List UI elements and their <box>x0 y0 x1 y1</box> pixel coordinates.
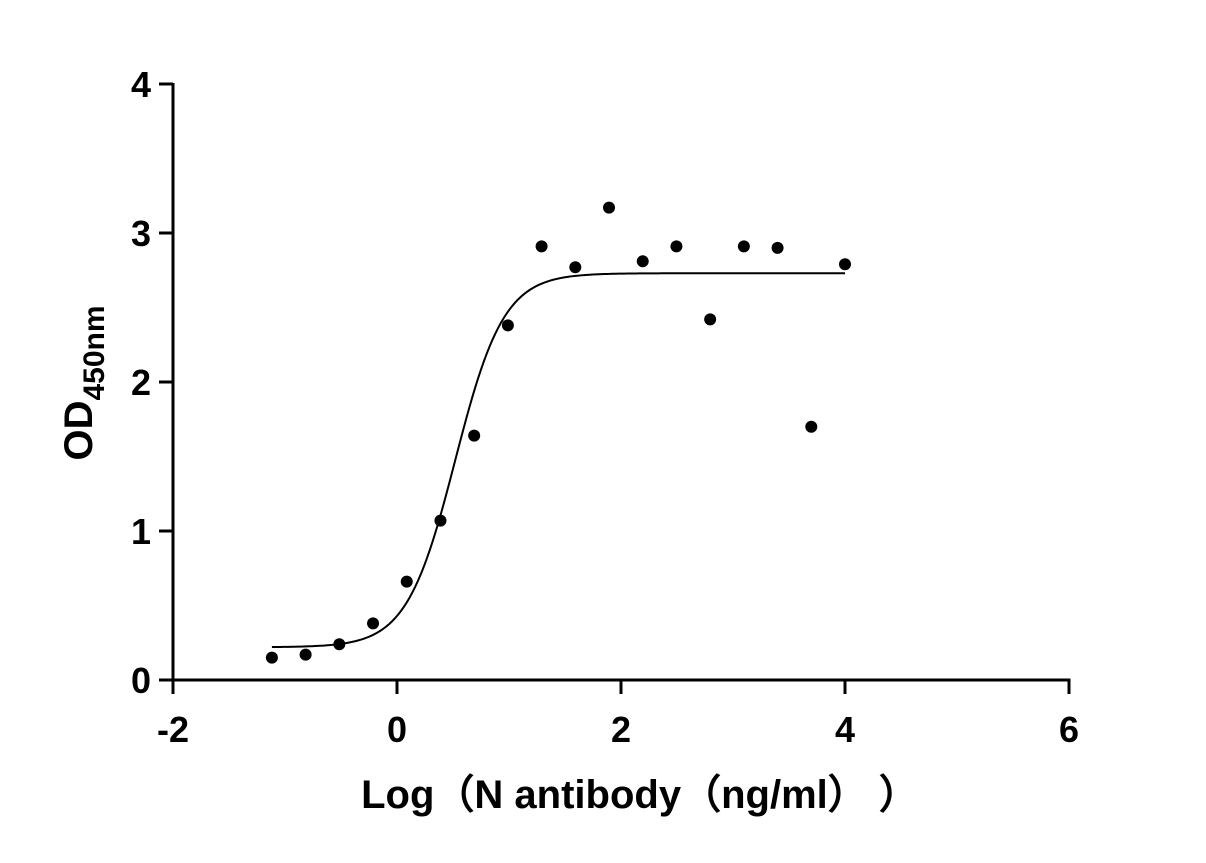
x-tick-label: -2 <box>157 709 189 750</box>
y-axis-label-sub: 450nm <box>78 305 111 400</box>
y-tick-label: 4 <box>131 64 151 105</box>
x-tick-label: 6 <box>1059 709 1079 750</box>
data-point <box>468 429 481 442</box>
data-point <box>400 575 413 588</box>
data-point <box>839 258 851 271</box>
x-axis-label: Log（N antibody（ng/ml） ） <box>361 773 919 817</box>
fit-curve <box>271 272 845 649</box>
data-point <box>704 313 717 326</box>
data-point <box>265 651 278 664</box>
y-axis-label: OD450nm <box>57 305 111 460</box>
data-point <box>805 420 818 433</box>
data-point <box>367 617 380 630</box>
data-point <box>299 648 312 661</box>
data-point <box>603 201 616 214</box>
y-tick-label: 0 <box>131 660 151 701</box>
data-point <box>737 240 750 253</box>
data-point <box>434 514 447 527</box>
data-point <box>636 255 649 268</box>
data-point <box>333 638 346 651</box>
x-tick-label: 2 <box>611 709 631 750</box>
data-point <box>535 240 548 253</box>
x-tick-label: 4 <box>835 709 855 750</box>
y-axis-label-main: OD <box>57 401 101 461</box>
y-tick-label: 3 <box>131 213 151 254</box>
y-tick-label: 2 <box>131 362 151 403</box>
y-tick-label: 1 <box>131 511 151 552</box>
data-point <box>670 240 683 253</box>
data-point <box>771 241 784 254</box>
data-point <box>501 319 514 332</box>
x-tick-label: 0 <box>387 709 407 750</box>
data-point <box>569 261 582 274</box>
